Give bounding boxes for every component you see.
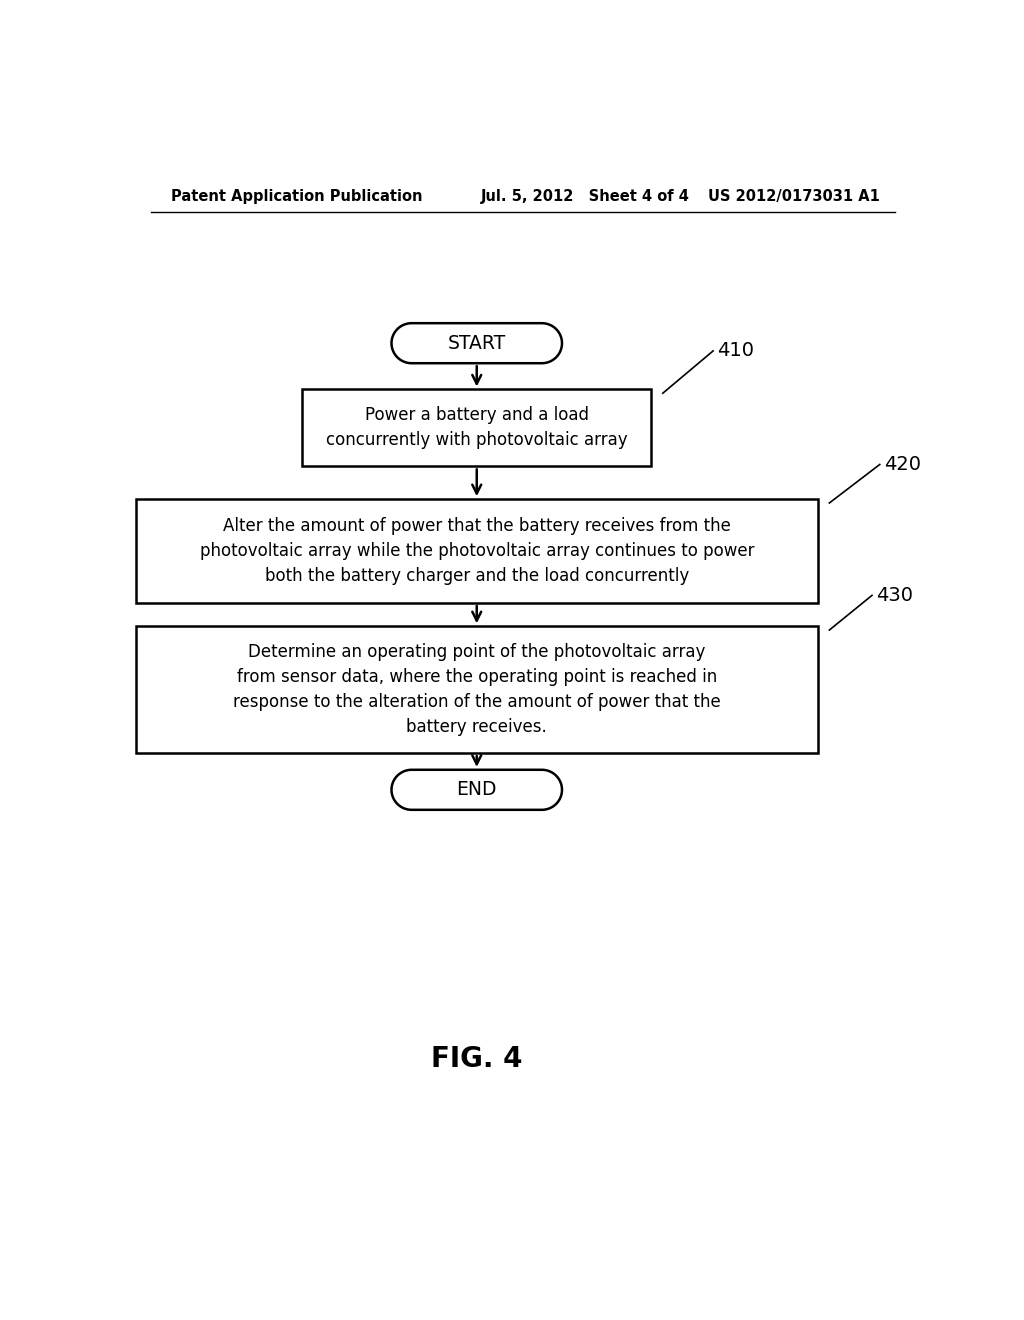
Text: Power a battery and a load
concurrently with photovoltaic array: Power a battery and a load concurrently … bbox=[326, 407, 628, 449]
Text: Determine an operating point of the photovoltaic array
from sensor data, where t: Determine an operating point of the phot… bbox=[232, 643, 721, 737]
Text: 420: 420 bbox=[884, 455, 921, 474]
Text: 430: 430 bbox=[876, 586, 912, 605]
Text: Alter the amount of power that the battery receives from the
photovoltaic array : Alter the amount of power that the batte… bbox=[200, 517, 754, 585]
Text: START: START bbox=[447, 334, 506, 352]
Text: Patent Application Publication: Patent Application Publication bbox=[171, 189, 422, 205]
Text: US 2012/0173031 A1: US 2012/0173031 A1 bbox=[708, 189, 880, 205]
Polygon shape bbox=[391, 323, 562, 363]
Text: FIG. 4: FIG. 4 bbox=[431, 1045, 522, 1073]
Bar bbox=[136, 499, 818, 603]
Text: 410: 410 bbox=[717, 342, 754, 360]
Text: END: END bbox=[457, 780, 497, 800]
Bar bbox=[302, 389, 651, 466]
Text: Jul. 5, 2012   Sheet 4 of 4: Jul. 5, 2012 Sheet 4 of 4 bbox=[480, 189, 689, 205]
Polygon shape bbox=[391, 770, 562, 810]
Bar bbox=[136, 626, 818, 754]
